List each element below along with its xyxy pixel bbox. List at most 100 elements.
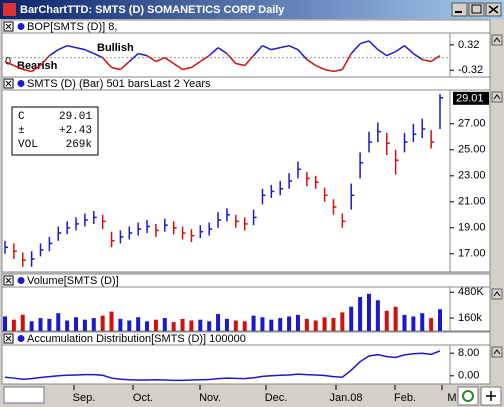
volume-bar bbox=[366, 293, 371, 331]
scroll-arrow bbox=[493, 349, 501, 355]
bop-segment bbox=[412, 52, 423, 61]
y-tick-label: 21.00 bbox=[458, 196, 486, 208]
symbol-input[interactable] bbox=[3, 386, 45, 404]
bop-segment bbox=[333, 68, 343, 73]
bop-segment bbox=[297, 49, 308, 61]
info-value: +2.43 bbox=[59, 125, 92, 137]
scroll-arrow bbox=[493, 291, 501, 297]
bop-segment bbox=[199, 54, 210, 63]
scroll-button[interactable] bbox=[491, 346, 503, 358]
series-icon bbox=[17, 80, 25, 87]
info-value: 29.01 bbox=[59, 111, 92, 123]
info-key: ± bbox=[18, 125, 25, 137]
x-tick-label: Oct. bbox=[133, 392, 153, 404]
volume-bar bbox=[402, 314, 407, 331]
scroll-button[interactable] bbox=[491, 34, 503, 46]
bop-segment bbox=[430, 54, 441, 63]
panel-header-text: Volume[SMTS (D)] bbox=[27, 275, 119, 287]
panel-header-text: SMTS (D) (Bar) 501 bars bbox=[27, 78, 150, 90]
add-icon bbox=[486, 391, 496, 401]
info-key: C bbox=[18, 111, 25, 123]
bop-segment bbox=[119, 60, 130, 71]
bop-segment bbox=[377, 49, 388, 57]
volume-bar bbox=[322, 317, 327, 331]
y-tick-label: 25.00 bbox=[458, 144, 486, 156]
plot-area bbox=[1, 32, 451, 78]
volume-bar bbox=[331, 318, 336, 331]
bop-segment bbox=[164, 56, 175, 65]
volume-bar bbox=[295, 314, 300, 331]
close-panel-icon bbox=[5, 277, 12, 284]
series-icon bbox=[17, 23, 25, 30]
bop-segment bbox=[350, 43, 361, 55]
bop-segment bbox=[244, 55, 255, 67]
volume-bar bbox=[118, 318, 123, 331]
bop-segment bbox=[66, 44, 77, 49]
panel-header-text: Last 2 Years bbox=[150, 78, 211, 90]
x-axis-area bbox=[0, 385, 504, 407]
x-tick-label: Jan.08 bbox=[329, 392, 362, 404]
bop-segment bbox=[102, 57, 113, 68]
bop-segment bbox=[182, 66, 192, 71]
volume-bar bbox=[65, 320, 70, 331]
volume-bar bbox=[207, 321, 212, 331]
bop-segment bbox=[359, 40, 370, 45]
panels: BOP[SMTS (D)] 8, 0.32 -0.32 0 Bullish Bearish… bbox=[0, 19, 504, 407]
window-title: BarChartTTD: SMTS (D) SOMANETICS CORP Da… bbox=[20, 4, 285, 16]
volume-bar bbox=[287, 316, 292, 331]
bop-segment bbox=[48, 49, 59, 57]
bop-segment bbox=[386, 50, 396, 57]
bop-segment bbox=[235, 62, 245, 67]
volume-bar bbox=[340, 312, 345, 331]
volume-bar bbox=[136, 317, 141, 331]
volume-bar bbox=[233, 320, 238, 331]
refresh-button[interactable] bbox=[457, 386, 479, 406]
close-panel-icon bbox=[5, 80, 12, 87]
volume-bar bbox=[278, 318, 283, 331]
volume-bar bbox=[304, 318, 309, 331]
volume-bar bbox=[20, 314, 25, 331]
bop-segment bbox=[395, 45, 405, 53]
scroll-button[interactable] bbox=[491, 288, 503, 300]
bop-segment bbox=[146, 54, 157, 63]
volume-bar bbox=[38, 318, 43, 331]
refresh-icon bbox=[462, 390, 474, 402]
panel-header-text: Accumulation Distribution[SMTS (D)] 1000… bbox=[27, 333, 246, 345]
bop-segment bbox=[155, 56, 166, 63]
last-price-tag bbox=[453, 91, 489, 105]
bop-segment bbox=[217, 47, 228, 55]
y-tick-label: 480K bbox=[458, 286, 484, 298]
y-tick-label: 8.00 bbox=[458, 347, 479, 359]
bop-segment bbox=[93, 52, 103, 59]
zero-label: 0 bbox=[5, 55, 11, 67]
volume-bar bbox=[56, 313, 61, 331]
accdist-line bbox=[4, 350, 441, 382]
bop-segment bbox=[262, 44, 272, 51]
bop-segment bbox=[84, 48, 95, 55]
scroll-button[interactable] bbox=[491, 91, 503, 103]
volume-bar bbox=[384, 310, 389, 331]
x-tick-label: Feb. bbox=[394, 392, 416, 404]
volume-bar bbox=[3, 316, 7, 331]
volume-bar bbox=[313, 320, 318, 331]
panel-header-text: BOP[SMTS (D)] 8, bbox=[27, 21, 117, 33]
volume-bar bbox=[269, 319, 274, 331]
scroll-arrow bbox=[493, 94, 501, 100]
volume-bar bbox=[100, 315, 105, 331]
volume-bar bbox=[82, 319, 87, 331]
x-tick-label: M bbox=[447, 392, 456, 404]
bop-segment bbox=[324, 68, 334, 73]
bop-segment bbox=[39, 55, 50, 67]
volume-bar bbox=[429, 318, 434, 331]
bop-segment bbox=[4, 60, 15, 67]
bullish-label: Bullish bbox=[97, 42, 134, 54]
bop-segment bbox=[226, 53, 237, 65]
bop-segment bbox=[306, 58, 317, 67]
y-tick-label: 27.00 bbox=[458, 118, 486, 130]
volume-bar bbox=[216, 314, 221, 331]
y-tick-label: 19.00 bbox=[458, 222, 486, 234]
bop-segment bbox=[137, 52, 148, 57]
minimize-button[interactable] bbox=[451, 2, 468, 17]
axis-area bbox=[449, 89, 491, 273]
